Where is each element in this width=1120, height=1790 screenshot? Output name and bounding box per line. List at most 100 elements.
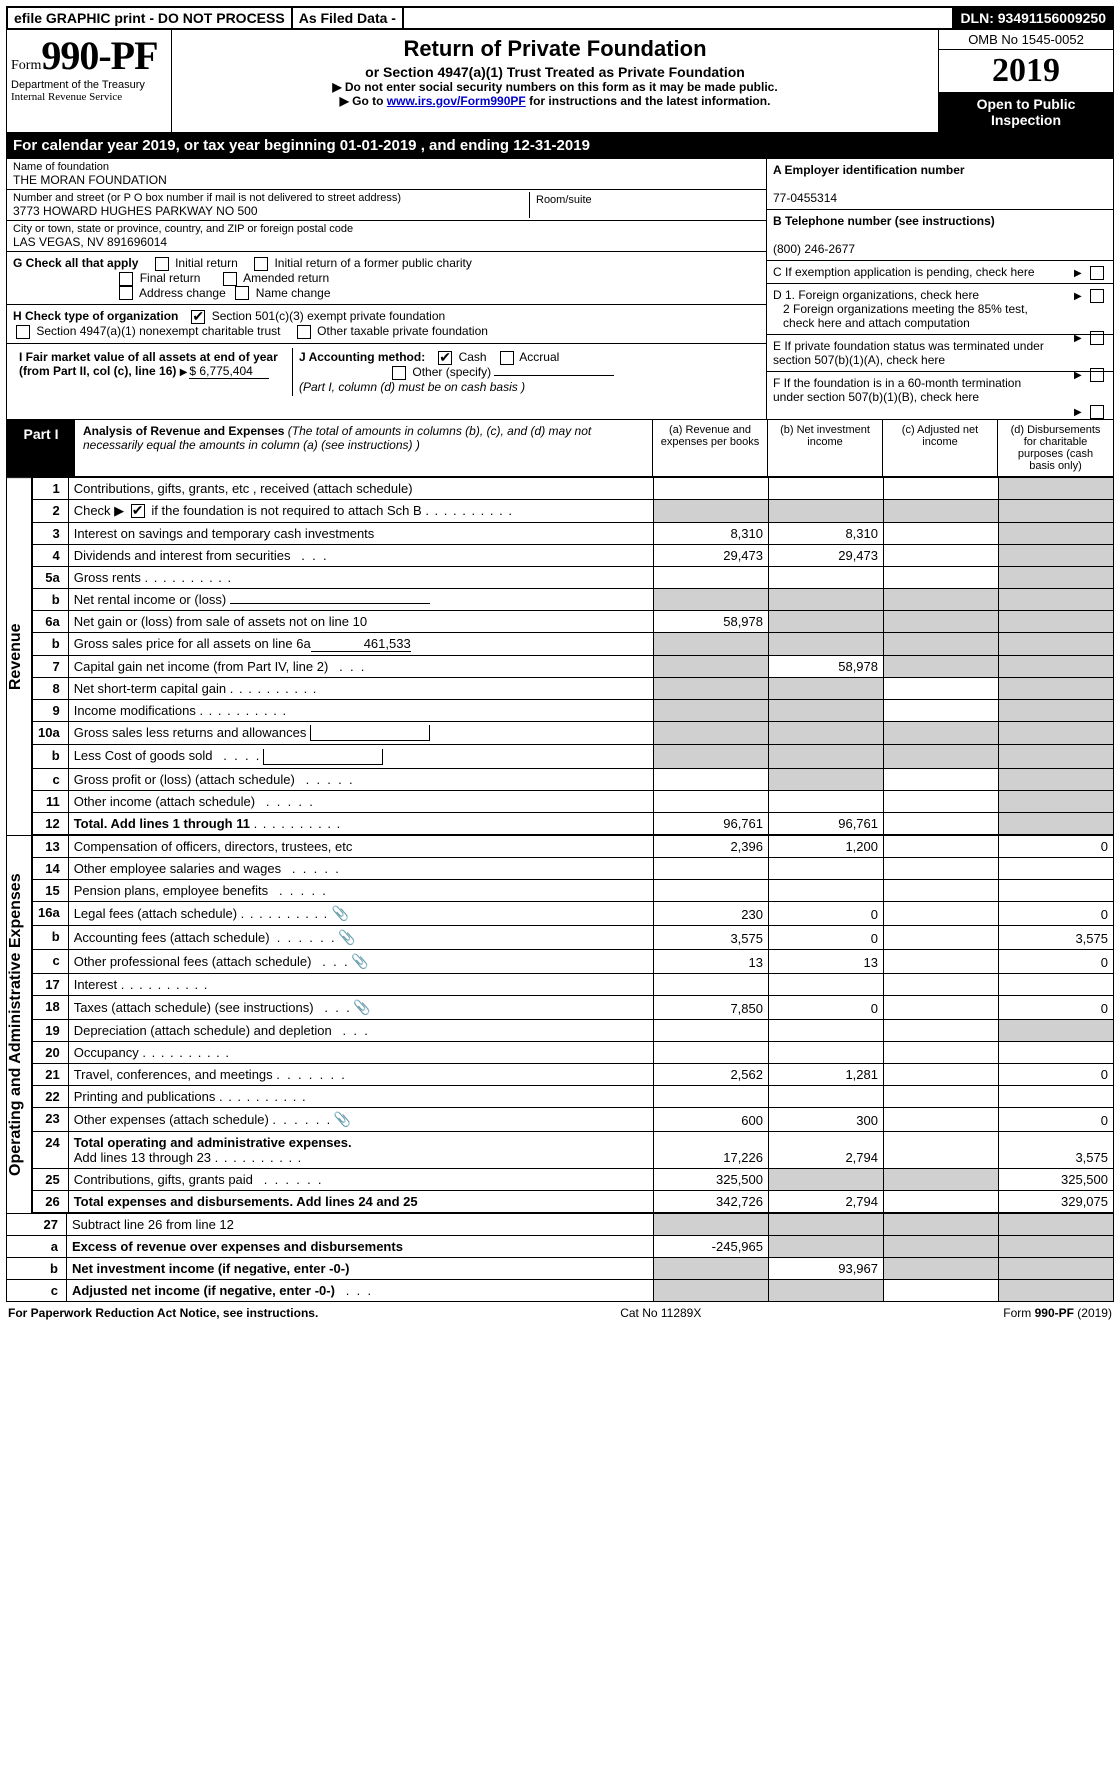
- chk-address[interactable]: [119, 286, 133, 300]
- r18-t: Taxes (attach schedule) (see instruction…: [74, 1000, 314, 1015]
- r18-b: 0: [769, 995, 884, 1019]
- chk-4947[interactable]: [16, 325, 30, 339]
- chk-final[interactable]: [119, 272, 133, 286]
- r12-t: Total. Add lines 1 through 11: [74, 816, 250, 831]
- r8-desc: Net short-term capital gain: [68, 677, 653, 699]
- attachment-icon-16c[interactable]: 📎: [351, 953, 369, 970]
- dots-24: [215, 1150, 303, 1165]
- r24-d: 3,575: [999, 1131, 1114, 1168]
- chk-accrual[interactable]: [500, 351, 514, 365]
- r1-b: [769, 477, 884, 499]
- room-cell: Room/suite: [530, 192, 760, 218]
- r27-desc: Subtract line 26 from line 12: [67, 1213, 654, 1235]
- row-14: 14Other employee salaries and wages . . …: [33, 857, 1114, 879]
- chk-other-tax[interactable]: [297, 325, 311, 339]
- r6b-num: b: [33, 632, 69, 655]
- r5a-d: [999, 566, 1114, 588]
- row-21: 21Travel, conferences, and meetings . . …: [33, 1063, 1114, 1085]
- dots-16a: [241, 906, 329, 921]
- revenue-side-label: Revenue: [6, 477, 32, 835]
- r15-a: [654, 879, 769, 901]
- row-3: 3Interest on savings and temporary cash …: [33, 522, 1114, 544]
- part1-label: Part I: [7, 420, 75, 476]
- r16b-b: 0: [769, 925, 884, 949]
- r10b-t: Less Cost of goods sold: [74, 748, 213, 763]
- d2-label: 2 Foreign organizations meeting the 85% …: [783, 302, 1043, 330]
- phone-value: (800) 246-2677: [773, 242, 855, 256]
- row-16c: cOther professional fees (attach schedul…: [33, 949, 1114, 973]
- r6a-c: [884, 610, 999, 632]
- r4-c: [884, 544, 999, 566]
- r10a-t: Gross sales less returns and allowances: [74, 725, 307, 740]
- r19-desc: Depreciation (attach schedule) and deple…: [68, 1019, 653, 1041]
- r27b-a: [654, 1257, 769, 1279]
- r25-t: Contributions, gifts, grants paid: [74, 1172, 253, 1187]
- arrow-c: [1074, 265, 1084, 279]
- form-number-big: 990-PF: [41, 33, 157, 78]
- r16b-c: [884, 925, 999, 949]
- chk-d1[interactable]: [1090, 289, 1104, 303]
- chk-initial-return[interactable]: [155, 257, 169, 271]
- chk-d2[interactable]: [1090, 331, 1104, 345]
- r24-desc: Total operating and administrative expen…: [68, 1131, 653, 1168]
- header-center: Return of Private Foundation or Section …: [172, 30, 938, 132]
- r13-d: 0: [999, 835, 1114, 857]
- e-label: E If private foundation status was termi…: [773, 339, 1053, 367]
- r10c-a: [654, 768, 769, 790]
- r21-c: [884, 1063, 999, 1085]
- h-opt3: Other taxable private foundation: [317, 324, 488, 338]
- chk-other-method[interactable]: [392, 366, 406, 380]
- attachment-icon-23[interactable]: 📎: [334, 1111, 352, 1128]
- row-22: 22Printing and publications: [33, 1085, 1114, 1107]
- chk-amended[interactable]: [223, 272, 237, 286]
- r11-b: [769, 790, 884, 812]
- r25-c: [884, 1168, 999, 1190]
- r27a-a: -245,965: [654, 1235, 769, 1257]
- chk-name[interactable]: [235, 286, 249, 300]
- chk-cash[interactable]: [438, 351, 452, 365]
- r10b-a: [654, 745, 769, 769]
- r24-c: [884, 1131, 999, 1168]
- chk-501c3[interactable]: [191, 310, 205, 324]
- info-left: Name of foundation THE MORAN FOUNDATION …: [7, 159, 767, 419]
- r4-b: 29,473: [769, 544, 884, 566]
- attachment-icon-18[interactable]: 📎: [353, 999, 371, 1016]
- r6b-b: [769, 632, 884, 655]
- chk-e[interactable]: [1090, 368, 1104, 382]
- r5b-a: [654, 588, 769, 610]
- r14-num: 14: [33, 857, 69, 879]
- j-accrual: Accrual: [519, 350, 559, 364]
- r10b-box: [263, 749, 383, 765]
- chk-c[interactable]: [1090, 266, 1104, 280]
- address-value: 3773 HOWARD HUGHES PARKWAY NO 500: [13, 204, 529, 218]
- r16c-num: c: [33, 949, 69, 973]
- chk-f[interactable]: [1090, 405, 1104, 419]
- address-cell: Number and street (or P O box number if …: [13, 192, 530, 218]
- col-c-head: (c) Adjusted net income: [883, 420, 998, 476]
- dots-12: [254, 816, 342, 831]
- r17-b: [769, 973, 884, 995]
- irs-link[interactable]: www.irs.gov/Form990PF: [387, 94, 526, 108]
- attachment-icon[interactable]: 📎: [332, 905, 350, 922]
- chk-schb[interactable]: [131, 504, 145, 518]
- arrow-d1: [1074, 288, 1084, 302]
- dots-20: [142, 1045, 230, 1060]
- r16c-c: [884, 949, 999, 973]
- attachment-icon-16b[interactable]: 📎: [338, 929, 356, 946]
- j-note: (Part I, column (d) must be on cash basi…: [299, 380, 525, 394]
- revenue-table: 1Contributions, gifts, grants, etc , rec…: [32, 477, 1114, 835]
- r2-a: [654, 499, 769, 522]
- r23-b: 300: [769, 1107, 884, 1131]
- omb-number: OMB No 1545-0052: [939, 30, 1113, 50]
- r9-c: [884, 699, 999, 721]
- r3-c: [884, 522, 999, 544]
- footer-left: For Paperwork Reduction Act Notice, see …: [8, 1306, 318, 1320]
- r7-b: 58,978: [769, 655, 884, 677]
- r7-c: [884, 655, 999, 677]
- chk-initial-former[interactable]: [254, 257, 268, 271]
- r16b-a: 3,575: [654, 925, 769, 949]
- r22-a: [654, 1085, 769, 1107]
- r2-desc: Check ▶ if the foundation is not require…: [68, 499, 653, 522]
- c-label: C If exemption application is pending, c…: [773, 265, 1035, 279]
- r17-t: Interest: [74, 977, 117, 992]
